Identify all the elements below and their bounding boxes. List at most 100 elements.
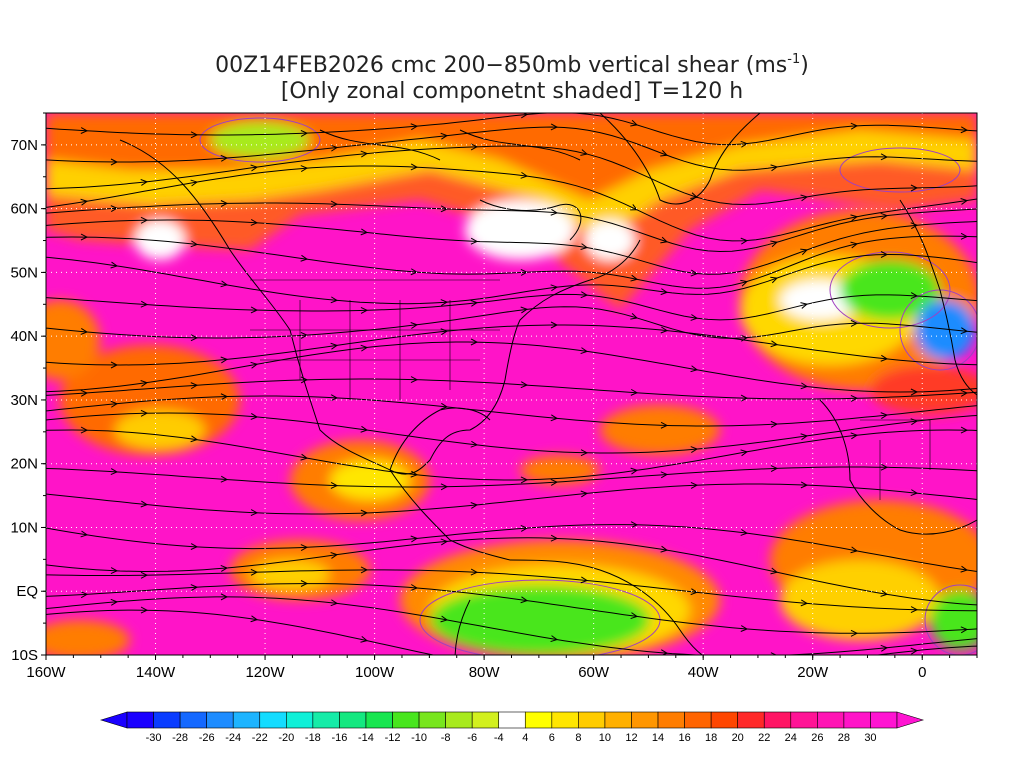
colorbar-label: 8 xyxy=(575,732,581,744)
streamline-arrow xyxy=(770,164,779,172)
streamline-arrow xyxy=(850,546,859,554)
streamline-arrow xyxy=(520,113,529,119)
colorbar-swatch xyxy=(578,711,606,729)
streamline-arrow xyxy=(110,468,119,476)
streamline-arrow xyxy=(770,240,779,248)
central-america-yellow xyxy=(330,460,410,500)
streamline-arrow xyxy=(190,240,199,248)
colorbar-swatch xyxy=(498,711,526,729)
streamline-arrow xyxy=(440,328,449,336)
streamline-arrow xyxy=(330,144,339,152)
map-gridlines xyxy=(46,113,977,655)
streamline-arrow xyxy=(740,394,749,402)
streamline xyxy=(46,165,977,242)
colorbar-swatch xyxy=(684,711,712,729)
y-tick-label: 40N xyxy=(10,328,38,345)
streamline-arrow xyxy=(410,535,419,543)
streamline-arrow xyxy=(410,376,419,384)
streamline-arrow xyxy=(550,208,559,216)
streamline-arrow xyxy=(190,179,199,187)
x-tick-label: 100W xyxy=(355,664,395,681)
streamline-arrow xyxy=(880,463,889,471)
atlantic-green-core xyxy=(840,260,940,320)
colorbar-label: 4 xyxy=(522,732,528,744)
streamline-arrow xyxy=(250,306,259,314)
streamline-arrow xyxy=(740,529,749,536)
south-america-green xyxy=(430,585,650,655)
streamline-arrow xyxy=(330,481,339,489)
colorbar-swatch xyxy=(657,711,685,729)
y-tick-label: 20N xyxy=(10,456,38,473)
streamline-arrow xyxy=(660,326,669,334)
colorbar-swatch xyxy=(206,711,234,729)
streamline-arrow xyxy=(360,228,369,236)
streamline-arrow xyxy=(960,426,969,434)
streamline-arrow xyxy=(330,342,339,350)
streamline-arrow xyxy=(110,400,119,408)
streamline-arrow xyxy=(660,545,669,553)
streamline xyxy=(46,341,977,393)
streamline-arrow xyxy=(630,274,639,282)
streamline-arrow xyxy=(800,194,809,202)
streamline-arrow xyxy=(800,599,809,607)
streamline-arrow xyxy=(330,552,339,559)
streamline-arrow xyxy=(630,521,639,529)
colorbar-label: -18 xyxy=(305,732,321,744)
streamline-arrow xyxy=(660,288,669,296)
shear-shading xyxy=(46,113,977,655)
colorbar-label: -22 xyxy=(252,732,268,744)
colorbar-swatch xyxy=(524,711,553,729)
colorbar-label: -4 xyxy=(494,732,504,744)
colorbar-label: 20 xyxy=(732,732,744,744)
streamline-arrow xyxy=(910,184,919,192)
streamline xyxy=(46,466,977,488)
streamline-arrow xyxy=(850,394,859,402)
streamline-arrow xyxy=(580,291,589,299)
colorbar-label: 14 xyxy=(652,732,664,744)
streamline-arrow xyxy=(140,216,149,224)
streamline xyxy=(46,378,977,400)
x-tick-label: 60W xyxy=(578,664,610,681)
streamline-arrow xyxy=(630,119,639,127)
streamline-arrow xyxy=(360,344,369,352)
streamline-arrow xyxy=(550,635,559,643)
colorbar-swatch xyxy=(153,711,181,729)
low-shear-patch-hudson xyxy=(585,220,635,260)
streamline-arrow xyxy=(690,192,699,199)
streamline-arrow xyxy=(220,154,229,162)
colorbar-swatch xyxy=(843,711,871,729)
streamline-arrow xyxy=(960,327,969,335)
streamline-arrow xyxy=(960,389,969,397)
streamline-arrow xyxy=(850,122,859,130)
streamline-arrow xyxy=(580,347,589,355)
streamline-arrow xyxy=(250,219,259,226)
colorbar-label: -6 xyxy=(467,732,477,744)
streamline xyxy=(46,202,977,253)
streamline-arrow xyxy=(690,481,699,489)
streamline-arrow xyxy=(440,299,449,307)
colorbar-swatch xyxy=(763,711,792,729)
streamline-arrow xyxy=(140,409,149,417)
streamline-arrow xyxy=(330,599,339,607)
streamline-arrow xyxy=(190,584,199,592)
colorbar-swatch xyxy=(604,711,632,729)
streamline-arrow xyxy=(960,565,969,573)
streamline-arrow xyxy=(300,544,309,551)
x-tick-label: 40W xyxy=(688,664,720,681)
streamline xyxy=(46,293,977,321)
coast-hudson-bay xyxy=(479,199,582,241)
streamline-arrow xyxy=(630,467,639,475)
x-tick-label: 20W xyxy=(797,664,829,681)
colorbar-label: -10 xyxy=(411,732,427,744)
streamline-arrow xyxy=(190,334,199,342)
mid-atlantic-orange-2 xyxy=(520,455,600,485)
streamline-arrow xyxy=(250,615,259,623)
coastlines xyxy=(119,113,977,655)
streamline-arrow xyxy=(440,483,449,491)
streamline-arrow xyxy=(850,319,859,327)
streamline-arrow xyxy=(520,306,529,314)
streamline-arrow xyxy=(360,636,369,643)
streamline-arrow xyxy=(440,402,449,410)
colorbar-label: -30 xyxy=(146,732,162,744)
